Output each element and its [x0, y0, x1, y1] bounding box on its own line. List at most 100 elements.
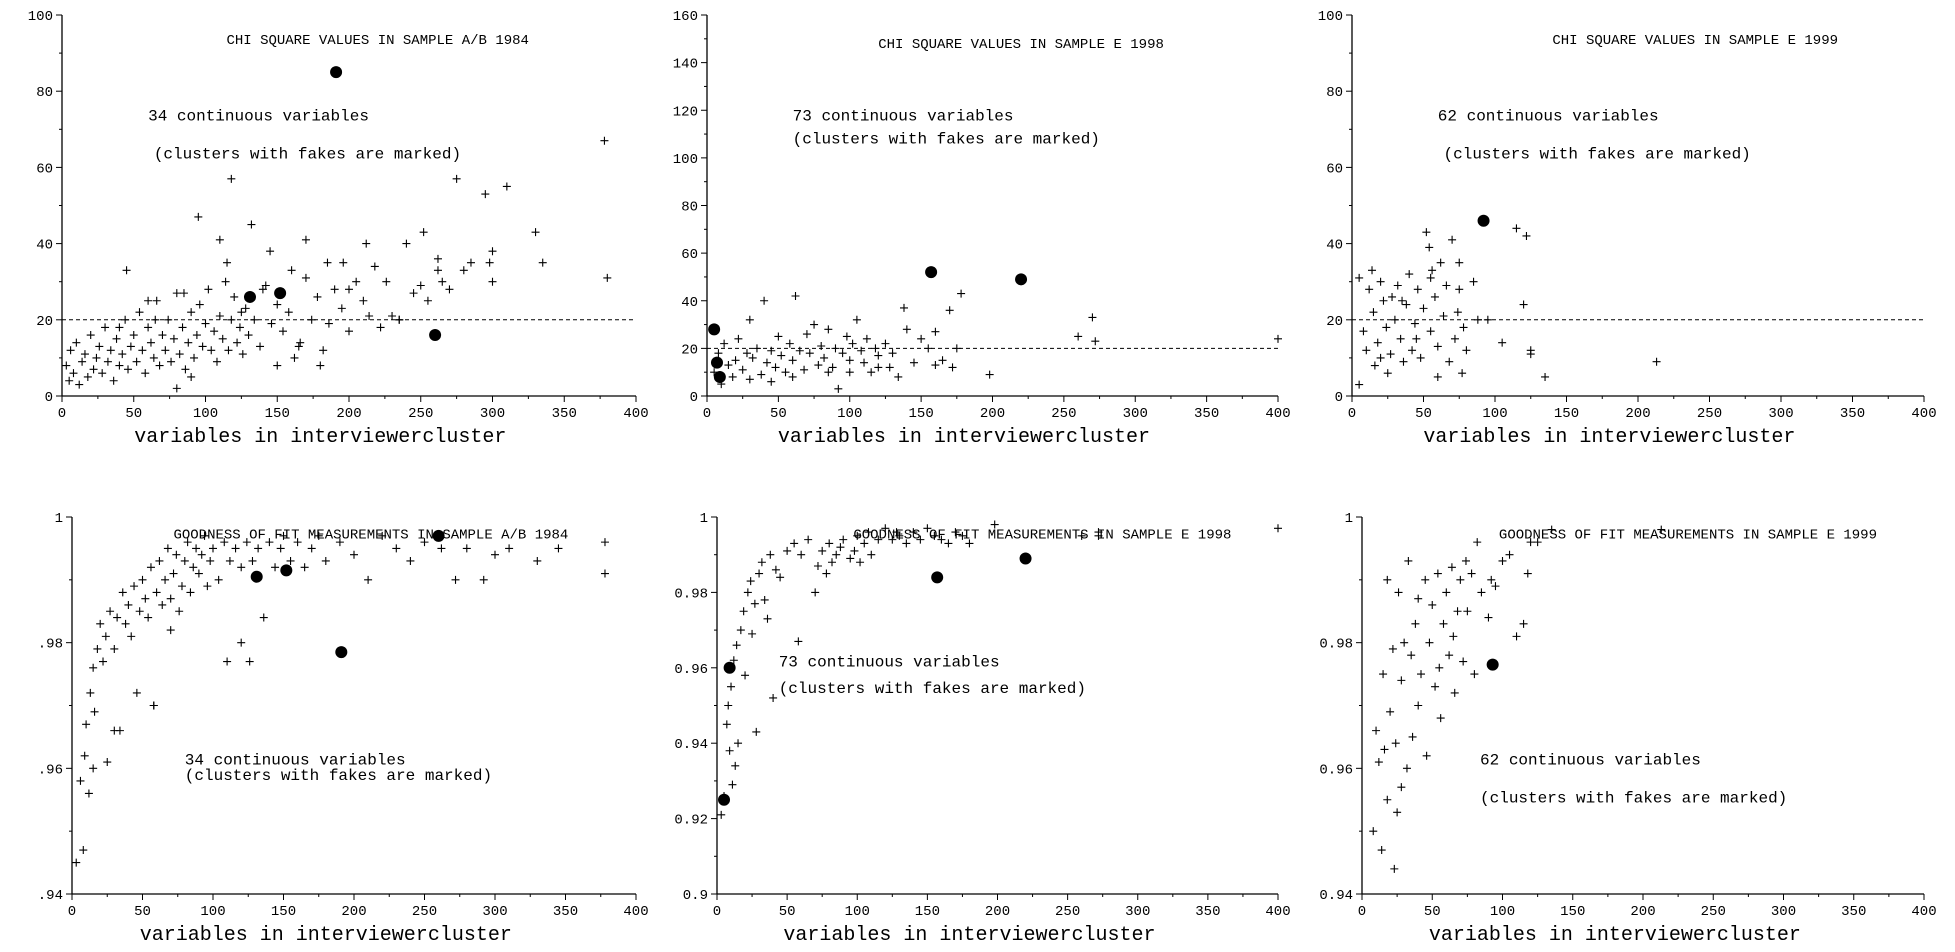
- cluster-point: [141, 594, 150, 603]
- chart-title: CHI SQUARE VALUES IN SAMPLE E 1999: [1552, 33, 1838, 49]
- x-tick-label: 0: [58, 406, 66, 422]
- cluster-point: [445, 285, 454, 294]
- y-tick-label: 40: [36, 238, 53, 254]
- cluster-point: [1442, 588, 1451, 597]
- y-tick-label: 60: [36, 161, 53, 177]
- cluster-point: [1390, 315, 1399, 324]
- cluster-point: [267, 319, 276, 328]
- cluster-point: [802, 330, 811, 339]
- cluster-point: [727, 682, 736, 691]
- cluster-point: [382, 277, 391, 286]
- cluster-point: [818, 546, 827, 555]
- cluster-point: [90, 707, 99, 716]
- cluster-point: [1372, 726, 1381, 735]
- chart-annotation: 34 continuous variables: [185, 752, 406, 770]
- cluster-point: [797, 550, 806, 559]
- cluster-point: [293, 538, 302, 547]
- cluster-point: [158, 600, 167, 609]
- cluster-point: [109, 376, 118, 385]
- cluster-point: [745, 375, 754, 384]
- cluster-point: [433, 254, 442, 263]
- marked-cluster-point: [710, 356, 723, 369]
- x-tick-label: 100: [845, 904, 870, 920]
- cluster-point: [1408, 732, 1417, 741]
- cluster-point: [485, 258, 494, 267]
- cluster-point: [845, 356, 854, 365]
- cluster-point: [881, 339, 890, 348]
- cluster-point: [462, 544, 471, 553]
- cluster-point: [1463, 607, 1472, 616]
- cluster-point: [72, 338, 81, 347]
- cluster-point: [169, 334, 178, 343]
- cluster-point: [181, 365, 190, 374]
- cluster-point: [856, 558, 865, 567]
- cluster-point: [732, 641, 741, 650]
- cluster-point: [742, 349, 751, 358]
- cluster-point: [814, 361, 823, 370]
- x-tick-label: 100: [837, 406, 862, 422]
- chart-title: CHI SQUARE VALUES IN SAMPLE A/B 1984: [226, 33, 528, 49]
- cluster-point: [805, 349, 814, 358]
- cluster-point: [237, 308, 246, 317]
- cluster-point: [388, 311, 397, 320]
- cluster-point: [1462, 346, 1471, 355]
- cluster-point: [187, 308, 196, 317]
- y-tick-label: 20: [681, 342, 698, 358]
- cluster-point: [144, 323, 153, 332]
- cluster-point: [130, 582, 139, 591]
- cluster-point: [1377, 846, 1386, 855]
- cluster-point: [138, 346, 147, 355]
- cluster-point: [126, 342, 135, 351]
- cluster-point: [888, 535, 897, 544]
- cluster-point: [209, 544, 217, 553]
- cluster-point: [1470, 670, 1479, 679]
- cluster-point: [1523, 569, 1532, 578]
- cluster-point: [175, 607, 184, 616]
- x-tick-label: 150: [909, 406, 934, 422]
- cluster-point: [276, 544, 285, 553]
- cluster-point: [183, 538, 192, 547]
- cluster-point: [600, 569, 609, 578]
- cluster-point: [783, 546, 792, 555]
- cluster-point: [1414, 594, 1423, 603]
- x-tick-label: 150: [915, 904, 940, 920]
- cluster-point: [846, 554, 855, 563]
- chart-panel-1: 0 50 100 150 200 250 300 350 400 0 20 40 60 80 100 vari…: [28, 9, 649, 449]
- cluster-point: [481, 190, 490, 199]
- y-tick-label: 100: [673, 152, 698, 168]
- cluster-point: [832, 550, 841, 559]
- cluster-point: [990, 520, 999, 529]
- cluster-point: [938, 356, 947, 365]
- marked-cluster-point: [718, 793, 731, 806]
- cluster-point: [192, 331, 201, 340]
- cluster-point: [296, 338, 305, 347]
- y-tick-label: 100: [1318, 9, 1343, 25]
- cluster-point: [245, 657, 254, 666]
- cluster-point: [1419, 304, 1428, 313]
- cluster-point: [757, 558, 766, 567]
- cluster-point: [314, 531, 323, 540]
- x-tick-label: 300: [480, 406, 505, 422]
- cluster-point: [885, 363, 894, 372]
- chart-annotation: (clusters with fakes are marked): [154, 146, 461, 164]
- cluster-point: [167, 357, 176, 366]
- cluster-point: [313, 292, 322, 301]
- x-tick-label: 200: [980, 406, 1005, 422]
- cluster-point: [916, 535, 925, 544]
- cluster-point: [1374, 758, 1383, 767]
- cluster-point: [214, 575, 223, 584]
- cluster-point: [853, 531, 862, 540]
- marked-cluster-point: [1486, 658, 1499, 671]
- cluster-point: [1541, 372, 1550, 381]
- x-axis-label: variables in interviewercluster: [1429, 924, 1801, 947]
- y-tick-label: 0.92: [674, 813, 708, 829]
- x-tick-label: 0: [1348, 406, 1356, 422]
- cluster-point: [1526, 350, 1535, 359]
- cluster-point: [172, 289, 181, 298]
- cluster-point: [184, 338, 193, 347]
- cluster-point: [828, 558, 837, 567]
- cluster-point: [233, 338, 242, 347]
- cluster-point: [763, 614, 772, 623]
- cluster-point: [795, 346, 804, 355]
- cluster-point: [909, 358, 918, 367]
